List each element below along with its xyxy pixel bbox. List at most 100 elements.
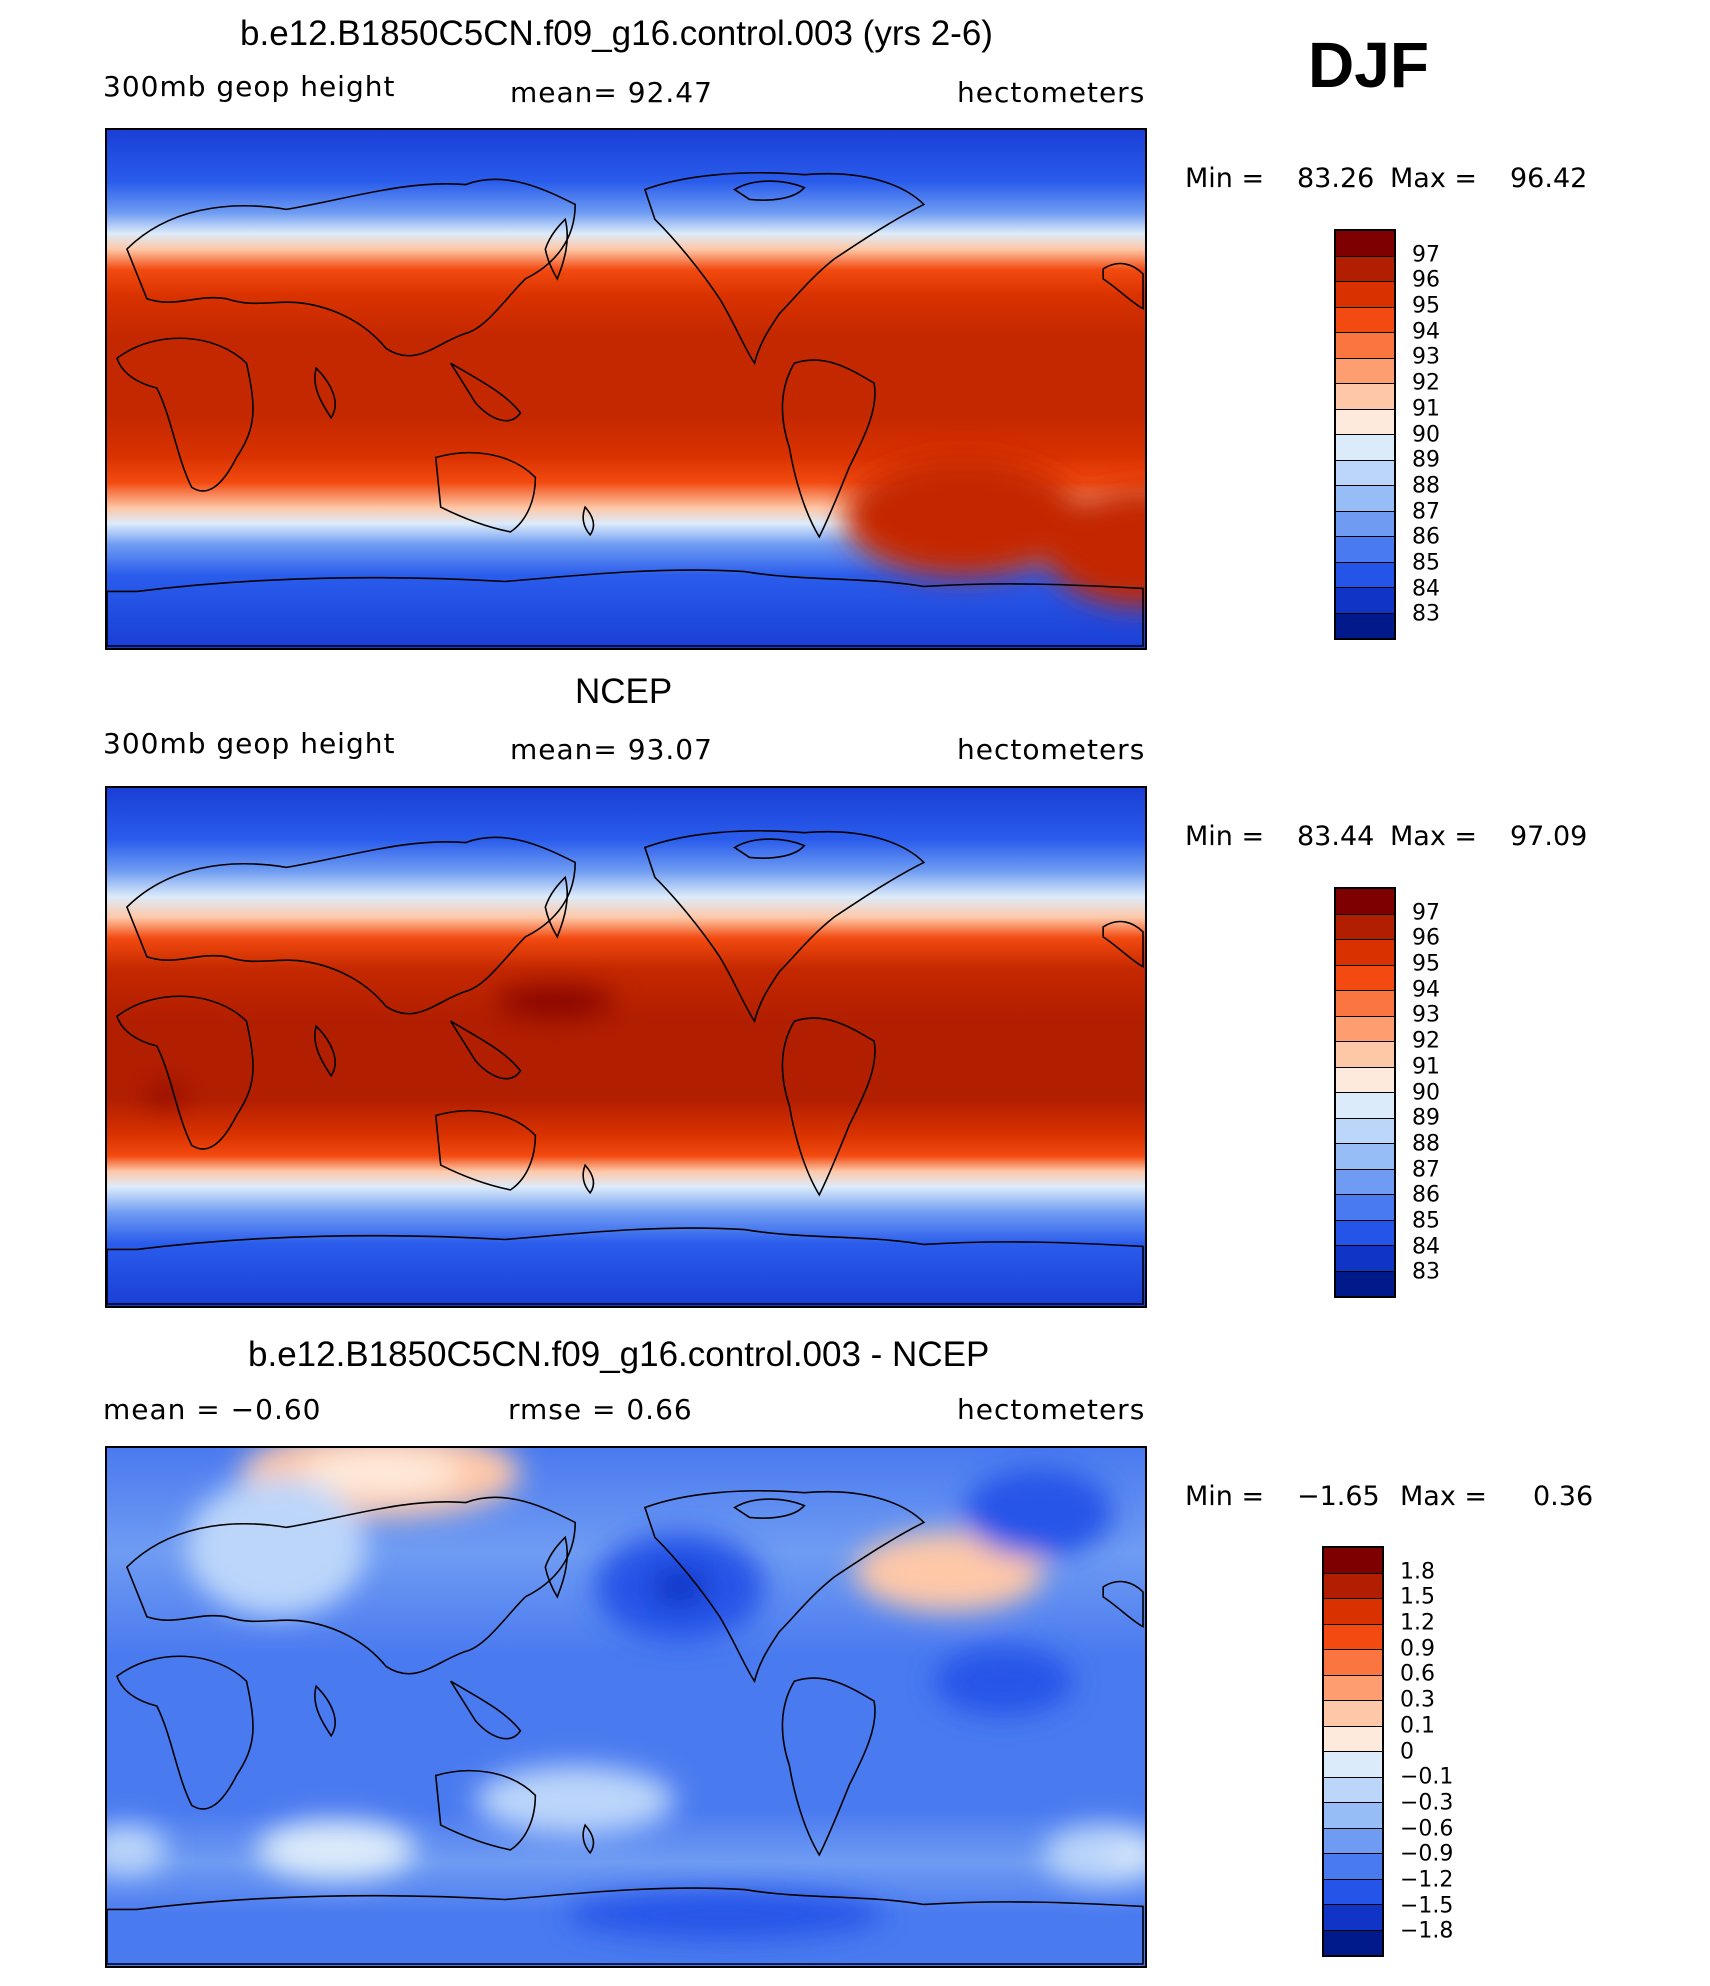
colorbar-swatch [1324,1701,1382,1727]
panel-3-map [105,1446,1147,1968]
coastline [116,1655,254,1810]
colorbar-tick-label: 88 [1412,473,1440,499]
coastline [733,180,806,201]
panel-1-max-value: 96.42 [1510,163,1588,194]
colorbar-swatch [1336,1169,1394,1195]
coastline [643,830,926,1024]
panel-3-title: b.e12.B1850C5CN.f09_g16.control.003 - NC… [248,1335,990,1374]
colorbar-swatch [1336,1220,1394,1246]
colorbar-swatch [1324,1752,1382,1778]
colorbar-tick-label: 90 [1412,422,1440,447]
coastline [449,1020,522,1080]
colorbar-tick-label: 0.9 [1400,1636,1435,1662]
colorbar-swatch [1324,1879,1382,1905]
colorbar-swatch [1336,613,1394,638]
colorbar-tick-label: 92 [1412,370,1440,396]
coastline [781,1017,876,1197]
colorbar-tick-label: 0.6 [1400,1661,1435,1687]
panel-3-max-value: 0.36 [1533,1481,1594,1512]
field-anomaly [1113,1839,1145,1870]
panel-2-variable-label: 300mb geop height [103,727,396,760]
field-anomaly [186,1477,367,1617]
colorbar-swatch [1324,1828,1382,1854]
coastline [582,1823,595,1855]
coastline [434,451,537,533]
colorbar-tick-label: 94 [1412,977,1440,1003]
field-anomaly [963,1467,1114,1558]
colorbar-tick-label: −0.3 [1400,1790,1454,1816]
panel-1-colorbar [1334,229,1396,640]
coastline [449,362,522,422]
coastline [1102,1580,1144,1628]
colorbar-swatch [1324,1803,1382,1829]
panel-1-min-label: Min = [1185,163,1265,194]
panel-2-units-label: hectometers [957,733,1146,766]
colorbar-tick-label: 0.1 [1400,1713,1435,1739]
colorbar-tick-label: 85 [1412,550,1440,576]
colorbar-swatch [1324,1675,1382,1701]
colorbar-tick-label: 93 [1412,1002,1440,1028]
colorbar-tick-label: 93 [1412,344,1440,370]
colorbar-swatch [1336,256,1394,282]
coastline [125,836,576,1015]
colorbar-swatch [1324,1599,1382,1625]
coastline [1102,262,1144,310]
panel-1-map-graphic [107,130,1145,648]
colorbar-tick-label: 92 [1412,1028,1440,1054]
panel-1-title: b.e12.B1850C5CN.f09_g16.control.003 (yrs… [240,14,993,53]
field-anomaly [1043,487,1145,607]
coastline [544,875,569,939]
panel-2-map-graphic [107,788,1145,1306]
colorbar-swatch [1336,333,1394,359]
panel-2-min-value: 83.44 [1297,821,1375,852]
colorbar-swatch [1336,460,1394,486]
colorbar-swatch [1336,1246,1394,1272]
colorbar-tick-label: −0.1 [1400,1764,1454,1790]
colorbar-tick-label: 1.2 [1400,1610,1435,1636]
colorbar-swatch [1324,1930,1382,1955]
coastline [643,1490,926,1684]
colorbar-tick-label: 83 [1412,1259,1440,1285]
colorbar-tick-label: 95 [1412,293,1440,319]
field-anomaly [301,1450,461,1495]
colorbar-swatch [1336,409,1394,435]
colorbar-swatch [1324,1650,1382,1676]
colorbar-tick-label: −1.8 [1400,1918,1454,1944]
field-anomaly [649,1567,710,1607]
coastline [314,1684,336,1738]
colorbar-tick-label: 97 [1412,242,1440,268]
colorbar-tick-label: 1.5 [1400,1584,1435,1610]
coastline [449,1680,522,1740]
coastline [116,995,254,1150]
panel-3-mean-label: mean = −0.60 [103,1393,322,1426]
colorbar-tick-label: −1.5 [1400,1893,1454,1919]
colorbar-tick-label: 83 [1412,601,1440,627]
season-label: DJF [1308,29,1429,101]
coastline [116,337,254,492]
colorbar-swatch [1336,511,1394,537]
colorbar-tick-label: 96 [1412,267,1440,293]
coastline [1102,920,1144,968]
field-anomaly [933,1646,1074,1716]
coastline [781,359,876,539]
panel-3-min-label: Min = [1185,1481,1265,1512]
coastline [107,1887,1144,1965]
colorbar-swatch [1336,965,1394,991]
coastline [733,1498,806,1519]
colorbar-tick-label: 91 [1412,396,1440,422]
panel-2-colorbar [1334,887,1396,1298]
panel-3-rmse-label: rmse = 0.66 [508,1393,693,1426]
colorbar-tick-label: 90 [1412,1080,1440,1105]
colorbar-swatch [1336,1144,1394,1170]
panel-1-max-label: Max = [1390,163,1478,194]
coastline [314,366,336,420]
panel-3-max-label: Max = [1400,1481,1488,1512]
colorbar-swatch [1336,562,1394,588]
colorbar-swatch [1336,1093,1394,1119]
coastline [582,1163,595,1195]
colorbar-tick-label: 91 [1412,1054,1440,1080]
field-anomaly [1043,1825,1145,1885]
coastline [434,1109,537,1191]
colorbar-swatch [1336,358,1394,384]
colorbar-swatch [1336,282,1394,308]
